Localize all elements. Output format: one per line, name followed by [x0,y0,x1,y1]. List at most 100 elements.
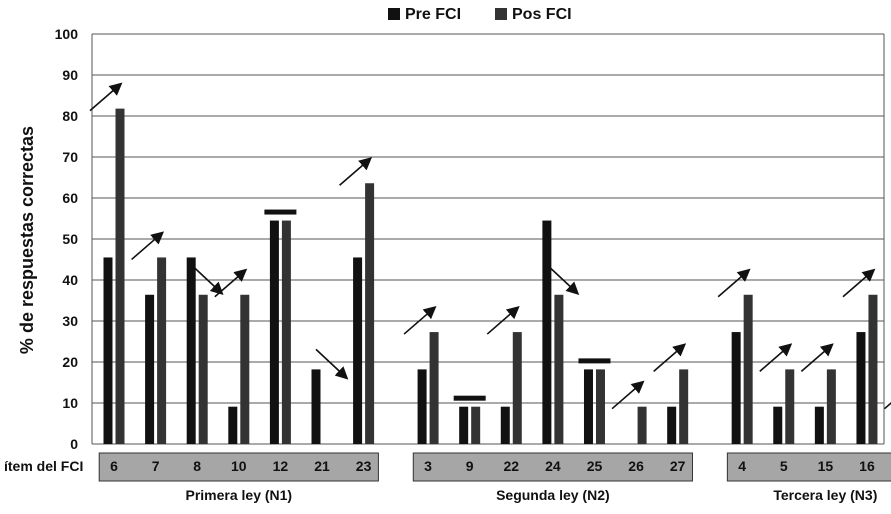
trend-equal-bar-item-12 [264,209,297,215]
group-label-3: Tercera ley (N3) [773,487,877,503]
y-axis-ticks: 0 10 20 30 40 50 60 70 80 90 100 [55,26,79,452]
trend-up-arrow-item-27 [653,343,687,372]
trend-up-arrow-item-7 [131,231,165,261]
y-tick-label: 60 [62,190,78,206]
bar-pre-item-6 [103,257,113,444]
bar-pos-item-27 [679,369,689,444]
trend-down-arrow-item-24 [546,264,580,295]
x-tick-label-item-7: 7 [152,458,160,474]
item-label-boxes: 6781012212339222425262745151628 [98,452,891,482]
trend-up-arrow-item-26 [611,380,645,410]
bar-pre-item-27 [667,406,677,444]
x-tick-label-item-23: 23 [356,458,372,474]
group-label-1: Primera ley (N1) [185,487,292,503]
item-group-box [412,452,693,482]
legend: Pre FCI Pos FCI [388,6,572,23]
x-tick-label-item-16: 16 [859,458,875,474]
x-tick-label-item-24: 24 [545,458,561,474]
bar-pos-item-26 [637,406,647,444]
trend-down-arrow-item-8 [190,264,224,295]
bar-pos-item-8 [198,294,208,444]
bar-pos-item-15 [826,369,836,444]
y-tick-label: 10 [62,395,78,411]
bar-pos-item-6 [115,108,125,445]
x-tick-label-item-10: 10 [231,458,247,474]
bar-pre-item-23 [353,257,363,444]
trend-up-arrow-item-4 [717,268,751,298]
trend-up-arrow-item-15 [800,343,834,372]
x-tick-label-item-25: 25 [587,458,603,474]
x-tick-label-item-4: 4 [738,458,746,474]
x-tick-label-item-21: 21 [314,458,330,474]
legend-swatch-pos [495,8,507,20]
bar-pre-item-7 [145,294,155,444]
bar-pre-item-9 [459,406,469,444]
legend-label-pos: Pos FCI [512,6,572,23]
item-group-box [98,452,379,482]
group-labels: Primera ley (N1) Segunda ley (N2) Tercera … [185,487,877,503]
trend-up-arrow-item-5 [759,343,793,372]
bar-pre-item-16 [856,332,866,444]
trend-up-arrow-item-22 [486,305,520,335]
bar-pos-item-23 [365,183,375,445]
bar-pre-item-22 [500,406,510,444]
bar-pre-item-8 [186,257,196,444]
x-tick-label-item-8: 8 [193,458,201,474]
bar-pos-item-5 [785,369,795,444]
bar-pos-item-3 [429,332,439,444]
x-tick-label-item-3: 3 [424,458,432,474]
y-tick-label: 30 [62,313,78,329]
bar-pos-item-24 [554,294,564,444]
x-tick-label-item-12: 12 [273,458,289,474]
bar-pre-item-21 [311,369,321,444]
bar-pre-item-4 [731,332,741,444]
trend-up-arrow-item-23 [339,157,373,186]
y-tick-label: 50 [62,231,78,247]
trend-up-arrow-item-16 [842,268,876,298]
y-tick-label: 40 [62,272,78,288]
y-tick-label: 70 [62,149,78,165]
trend-markers [89,82,891,410]
y-tick-label: 20 [62,354,78,370]
plot-frame [91,34,885,444]
bar-pre-item-3 [417,369,427,444]
x-tick-label-item-5: 5 [780,458,788,474]
item-group-box [726,452,891,482]
group-label-2: Segunda ley (N2) [496,487,610,503]
bars [103,108,878,445]
legend-label-pre: Pre FCI [405,6,461,23]
bar-pos-item-7 [157,257,167,444]
x-tick-label-item-6: 6 [110,458,118,474]
y-tick-label: 90 [62,67,78,83]
bar-pre-item-15 [814,406,824,444]
gridlines [92,33,884,445]
bar-pos-item-25 [595,369,605,444]
x-axis-title: ítem del FCI [4,458,83,474]
y-tick-label: 100 [55,26,79,42]
trend-equal-bar-item-25 [578,358,611,364]
bar-pos-item-10 [240,294,250,444]
bar-pos-item-16 [868,294,878,444]
bar-pre-item-5 [773,406,783,444]
y-tick-label: 0 [70,436,78,452]
trend-equal-bar-item-9 [453,395,486,401]
trend-up-arrow-item-6 [89,82,123,112]
bar-pos-item-4 [743,294,753,444]
x-tick-label-item-9: 9 [466,458,474,474]
bar-pre-item-25 [583,369,593,444]
bar-pre-item-12 [269,220,279,444]
bar-pre-item-10 [228,406,238,444]
x-tick-label-item-27: 27 [670,458,686,474]
bar-pos-item-12 [281,220,291,444]
y-axis-title: % de respuestas correctas [17,126,37,354]
trend-up-arrow-item-10 [214,268,248,298]
trend-down-arrow-item-21 [315,348,349,380]
bar-pos-item-22 [512,332,522,444]
x-tick-label-item-22: 22 [503,458,519,474]
x-tick-label-item-26: 26 [628,458,644,474]
bar-pre-item-24 [542,220,552,444]
bar-pos-item-9 [471,406,481,444]
legend-swatch-pre [388,8,400,20]
x-tick-label-item-15: 15 [818,458,834,474]
